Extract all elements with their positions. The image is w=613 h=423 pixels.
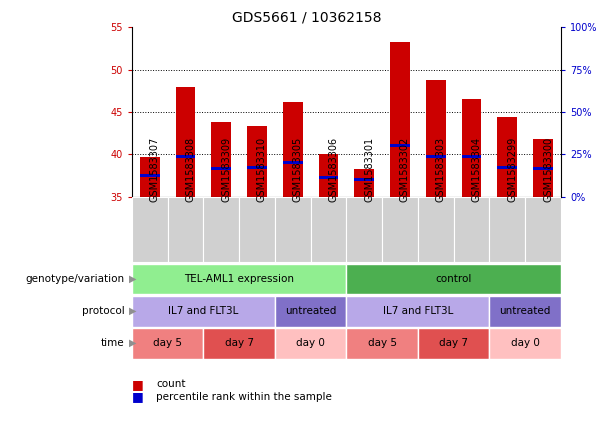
Text: GSM1583306: GSM1583306: [329, 137, 338, 202]
Text: ▶: ▶: [129, 274, 136, 284]
Bar: [533, 139, 553, 197]
Text: GSM1583308: GSM1583308: [185, 137, 196, 202]
Bar: [525, 197, 561, 262]
Bar: [175, 87, 196, 197]
Bar: [275, 328, 346, 359]
Bar: [132, 296, 275, 327]
Bar: [489, 197, 525, 262]
Bar: [497, 117, 517, 197]
Text: day 5: day 5: [368, 338, 397, 348]
Text: genotype/variation: genotype/variation: [25, 274, 124, 284]
Bar: [354, 169, 374, 197]
Text: day 0: day 0: [296, 338, 325, 348]
Bar: [489, 296, 561, 327]
Text: ▶: ▶: [129, 338, 136, 348]
Bar: [346, 296, 489, 327]
Text: GSM1583299: GSM1583299: [507, 137, 517, 202]
Bar: [346, 197, 382, 262]
Bar: [211, 168, 231, 170]
Text: GSM1583309: GSM1583309: [221, 137, 231, 202]
Text: ▶: ▶: [129, 306, 136, 316]
Bar: [247, 126, 267, 197]
Bar: [175, 155, 196, 158]
Bar: [533, 168, 553, 170]
Bar: [426, 155, 446, 158]
Text: untreated: untreated: [500, 306, 551, 316]
Text: percentile rank within the sample: percentile rank within the sample: [156, 392, 332, 402]
Text: control: control: [435, 274, 472, 284]
Bar: [462, 155, 481, 158]
Text: protocol: protocol: [82, 306, 124, 316]
Bar: [283, 102, 303, 197]
Text: day 0: day 0: [511, 338, 539, 348]
Text: GSM1583304: GSM1583304: [471, 137, 481, 202]
Bar: [390, 145, 410, 148]
Text: GSM1583305: GSM1583305: [293, 137, 303, 202]
Text: TEL-AML1 expression: TEL-AML1 expression: [184, 274, 294, 284]
Bar: [132, 264, 346, 294]
Bar: [275, 296, 346, 327]
Bar: [167, 197, 204, 262]
Bar: [211, 122, 231, 197]
Bar: [140, 157, 159, 197]
Text: GDS5661 / 10362158: GDS5661 / 10362158: [232, 11, 381, 25]
Bar: [454, 197, 489, 262]
Text: GSM1583300: GSM1583300: [543, 137, 553, 202]
Text: day 7: day 7: [439, 338, 468, 348]
Text: GSM1583310: GSM1583310: [257, 137, 267, 202]
Text: untreated: untreated: [285, 306, 337, 316]
Bar: [275, 197, 311, 262]
Text: IL7 and FLT3L: IL7 and FLT3L: [168, 306, 238, 316]
Bar: [346, 328, 418, 359]
Bar: [354, 179, 374, 181]
Text: day 5: day 5: [153, 338, 182, 348]
Text: count: count: [156, 379, 186, 389]
Bar: [132, 328, 204, 359]
Bar: [239, 197, 275, 262]
Text: ■: ■: [132, 378, 143, 390]
Bar: [247, 166, 267, 169]
Bar: [426, 80, 446, 197]
Bar: [204, 328, 275, 359]
Bar: [346, 264, 561, 294]
Text: GSM1583302: GSM1583302: [400, 137, 410, 202]
Bar: [283, 162, 303, 165]
Text: time: time: [101, 338, 124, 348]
Bar: [319, 176, 338, 179]
Text: ■: ■: [132, 390, 143, 403]
Text: day 7: day 7: [224, 338, 254, 348]
Bar: [204, 197, 239, 262]
Bar: [497, 166, 517, 169]
Text: IL7 and FLT3L: IL7 and FLT3L: [383, 306, 453, 316]
Bar: [319, 154, 338, 197]
Bar: [140, 174, 159, 177]
Bar: [418, 197, 454, 262]
Bar: [418, 328, 489, 359]
Bar: [382, 197, 418, 262]
Text: GSM1583307: GSM1583307: [150, 137, 159, 202]
Text: GSM1583303: GSM1583303: [436, 137, 446, 202]
Bar: [462, 99, 481, 197]
Bar: [390, 42, 410, 197]
Bar: [132, 197, 167, 262]
Text: GSM1583301: GSM1583301: [364, 137, 374, 202]
Bar: [489, 328, 561, 359]
Bar: [311, 197, 346, 262]
